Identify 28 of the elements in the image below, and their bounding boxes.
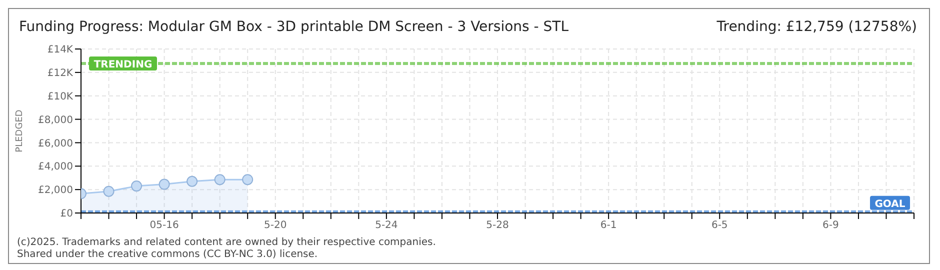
ref-line-label: TRENDING	[94, 60, 152, 71]
point	[214, 174, 226, 186]
x-tick-label: 5-20	[264, 220, 287, 232]
y-tick-label: £6,000	[38, 138, 73, 150]
x-tick-label: 6-5	[711, 220, 728, 232]
y-tick-label: £10K	[47, 91, 74, 102]
x-tick-label: 6-1	[600, 220, 617, 232]
y-tick-label: £4,000	[38, 162, 73, 173]
chart-subtitle: Trending: £12,759 (12758%)	[716, 19, 917, 35]
y-axis-title: PLEDGED	[15, 110, 26, 152]
x-tick-label: 5-28	[486, 220, 509, 232]
y-tick-label: £2,000	[38, 185, 73, 196]
text: Shared under the creative commons (CC BY-NC 3.0) license.	[17, 249, 319, 261]
y-tick-label: £0	[60, 208, 73, 220]
point	[186, 176, 198, 187]
y-tick-label: £14K	[47, 44, 74, 56]
point	[242, 174, 254, 186]
point	[103, 186, 114, 197]
point	[158, 178, 170, 190]
chart-title: Funding Progress: Modular GM Box - 3D printable DM Screen - 3 Versions - STL	[19, 19, 569, 35]
y-tick-label: £8,000	[38, 114, 73, 126]
point	[131, 180, 142, 192]
ref-line-label: GOAL	[874, 198, 906, 210]
y-tick-label: £12K	[47, 68, 74, 79]
text: (c)2025. Trademarks and related content are owned by their respective companies.	[17, 237, 436, 249]
x-tick-label: 05-16	[150, 220, 179, 232]
x-tick-label: 5-24	[375, 220, 398, 232]
x-tick-label: 6-9	[822, 220, 839, 232]
